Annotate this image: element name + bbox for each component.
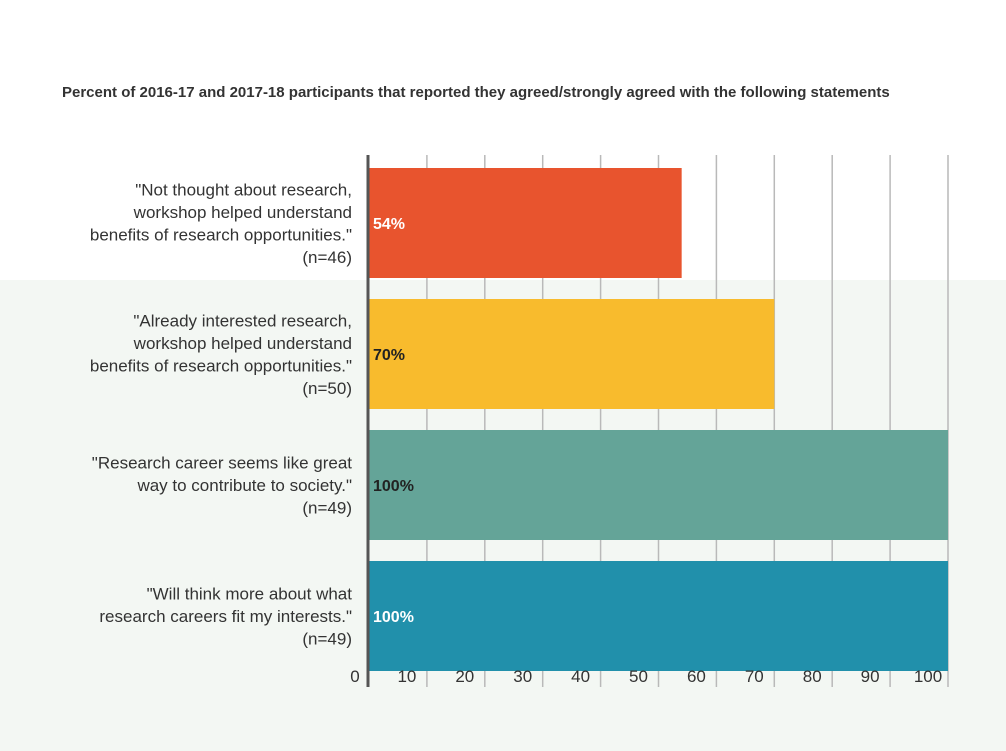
- x-tick-label-50: 50: [629, 667, 648, 686]
- bar-3: [369, 430, 948, 540]
- bar-4: [369, 561, 948, 671]
- x-tick-label-20: 20: [455, 667, 474, 686]
- x-tick-label-80: 80: [803, 667, 822, 686]
- category-label-1: "Not thought about research, workshop hel…: [90, 180, 352, 267]
- labels: 54% "Not thought about research, workshop …: [90, 180, 942, 686]
- bar-1: [369, 168, 682, 278]
- x-tick-label-10: 10: [397, 667, 416, 686]
- chart-title: Percent of 2016-17 and 2017-18 participa…: [62, 84, 890, 101]
- bar-value-label-3: 100%: [373, 478, 414, 495]
- x-tick-label-40: 40: [571, 667, 590, 686]
- x-tick-label-100: 100: [914, 667, 942, 686]
- x-tick-label-0: 0: [350, 667, 359, 686]
- x-tick-label-60: 60: [687, 667, 706, 686]
- x-tick-label-70: 70: [745, 667, 764, 686]
- x-tick-label-30: 30: [513, 667, 532, 686]
- bar-value-label-4: 100%: [373, 609, 414, 626]
- bar-2: [369, 299, 775, 409]
- x-tick-label-90: 90: [861, 667, 880, 686]
- category-label-3: "Research career seems like great way to …: [92, 454, 352, 518]
- category-label-2: "Already interested research, workshop he…: [90, 311, 352, 398]
- category-label-4: "Will think more about what research care…: [99, 585, 352, 649]
- bars: [369, 168, 948, 671]
- bar-value-label-2: 70%: [373, 347, 405, 364]
- bar-value-label-1: 54%: [373, 216, 405, 233]
